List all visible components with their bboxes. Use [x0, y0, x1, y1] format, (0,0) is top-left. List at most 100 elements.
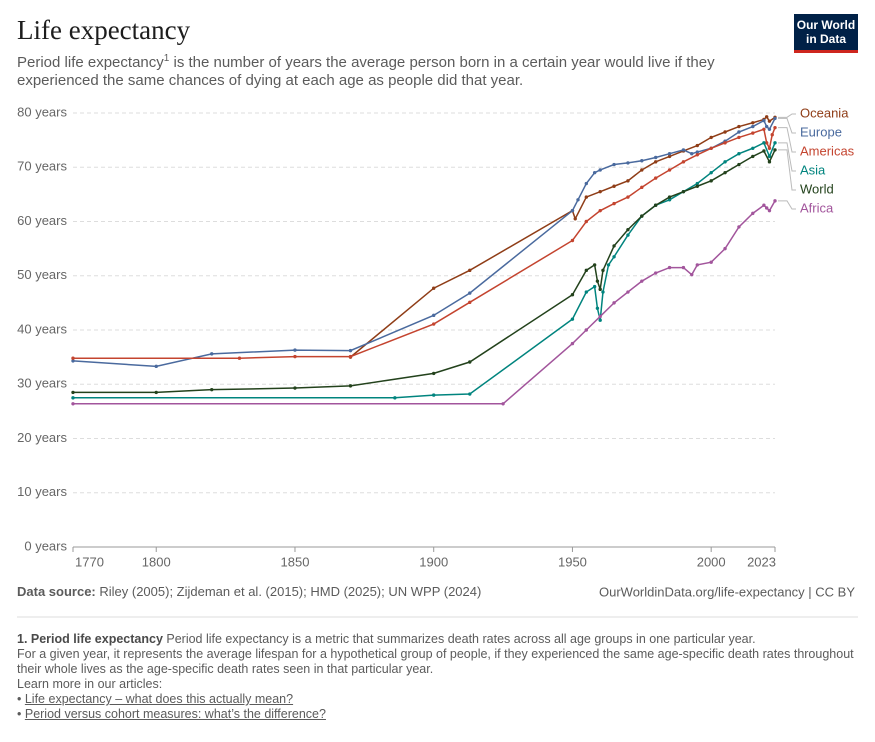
point	[570, 238, 575, 243]
point	[71, 390, 75, 395]
point	[667, 198, 672, 202]
point	[432, 313, 436, 318]
point	[612, 201, 616, 206]
point	[626, 179, 630, 183]
legend-label: Oceania	[800, 105, 849, 120]
point	[584, 181, 589, 186]
point	[210, 352, 214, 356]
subtitle: experienced the same chances of dying at…	[17, 72, 523, 89]
legend-label: Asia	[800, 162, 826, 177]
point	[501, 402, 505, 406]
point	[723, 246, 727, 251]
point	[709, 179, 713, 183]
point	[598, 314, 602, 319]
point	[612, 162, 616, 167]
point	[751, 211, 755, 216]
point	[751, 131, 755, 135]
subtitle-text: is the number of years the average perso…	[169, 54, 715, 71]
point	[393, 396, 397, 400]
point	[667, 195, 672, 199]
y-tick-label: 30 years	[17, 376, 67, 391]
point	[210, 387, 214, 392]
point	[598, 189, 602, 194]
subtitle: Period life expectancy1 is the number of…	[17, 53, 715, 71]
point	[767, 127, 772, 131]
point	[695, 143, 700, 148]
point	[764, 115, 769, 119]
y-tick-label: 20 years	[17, 430, 67, 445]
point	[468, 300, 472, 305]
point	[762, 149, 766, 153]
point	[709, 170, 713, 175]
point	[653, 176, 658, 180]
point	[293, 386, 297, 390]
series-line	[349, 115, 776, 358]
point	[432, 393, 436, 397]
point	[751, 124, 755, 129]
point	[598, 168, 602, 172]
point	[584, 268, 589, 273]
bullet: • Period versus cohort measures: what’s …	[17, 707, 326, 721]
point	[71, 356, 75, 360]
point	[348, 384, 353, 388]
article-link[interactable]: Life expectancy – what does this actuall…	[24, 692, 294, 706]
series-line	[73, 200, 776, 405]
series-line	[73, 149, 776, 394]
footnote: 1. Period life expectancy Period life ex…	[17, 632, 862, 722]
legend-label: Americas	[800, 143, 855, 158]
point	[573, 217, 577, 221]
point	[576, 198, 580, 202]
label-connector	[778, 127, 796, 153]
point	[468, 392, 472, 396]
point	[640, 168, 644, 172]
point	[770, 133, 774, 137]
point	[653, 155, 658, 160]
point	[773, 116, 777, 121]
x-tick-label: 1770	[75, 554, 104, 569]
point	[612, 244, 616, 248]
point	[723, 160, 727, 164]
point	[348, 348, 353, 353]
point	[584, 195, 589, 199]
x-tick-label: 2000	[697, 554, 726, 569]
y-tick-label: 40 years	[17, 321, 67, 336]
point	[681, 189, 686, 194]
source-label: Data source:	[17, 584, 96, 599]
article-link[interactable]: Period versus cohort measures: what’s th…	[24, 707, 326, 721]
point	[468, 291, 472, 295]
point	[293, 354, 297, 359]
point	[762, 118, 766, 123]
point	[293, 348, 297, 352]
point	[681, 148, 686, 152]
point	[681, 265, 686, 270]
point	[592, 284, 597, 289]
point	[348, 354, 353, 359]
point	[570, 208, 575, 213]
point	[709, 146, 713, 150]
x-tick-label: 2023	[747, 554, 776, 569]
point	[570, 293, 575, 297]
point	[653, 203, 658, 207]
logo-text: Our World	[797, 18, 855, 32]
point	[681, 160, 686, 164]
point	[737, 135, 741, 140]
x-tick-label: 1800	[142, 554, 171, 569]
point	[737, 162, 741, 167]
point	[626, 195, 630, 199]
point	[737, 124, 741, 129]
point	[468, 268, 472, 273]
point	[751, 154, 755, 159]
note-text: Period life expectancy is a metric that …	[162, 632, 756, 646]
point	[695, 263, 700, 267]
point	[762, 127, 766, 131]
y-tick-label: 80 years	[17, 104, 67, 119]
y-tick-label: 50 years	[17, 267, 67, 282]
point	[773, 125, 777, 130]
point	[723, 170, 727, 175]
point	[71, 402, 75, 406]
point	[432, 322, 436, 326]
point	[468, 360, 472, 364]
note-text: For a given year, it represents the aver…	[17, 647, 854, 676]
point	[584, 328, 589, 332]
